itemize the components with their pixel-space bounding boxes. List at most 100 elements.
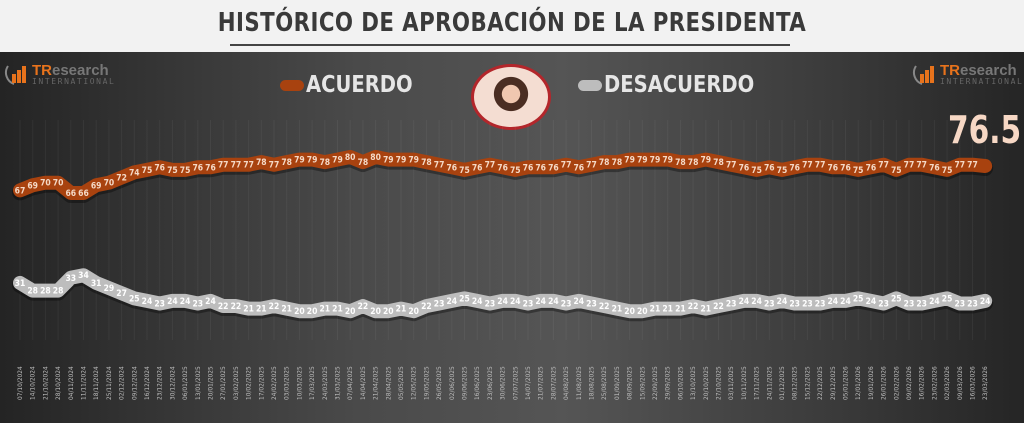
- data-label-acuerdo: 75: [510, 166, 521, 176]
- data-label-desacuerdo: 21: [319, 305, 330, 315]
- data-label-desacuerdo: 22: [688, 302, 699, 312]
- x-tick-label: 23/12/2024: [156, 366, 164, 400]
- data-label-desacuerdo: 24: [751, 297, 762, 307]
- data-label-acuerdo: 79: [332, 156, 343, 166]
- x-tick-label: 18/11/2024: [92, 366, 100, 400]
- x-tick-label: 28/07/2025: [549, 366, 557, 400]
- x-tick-label: 14/07/2025: [524, 366, 532, 400]
- data-label-desacuerdo: 23: [878, 299, 889, 309]
- data-label-desacuerdo: 25: [853, 294, 864, 304]
- data-label-acuerdo: 75: [942, 166, 953, 176]
- data-label-desacuerdo: 24: [929, 297, 940, 307]
- data-label-desacuerdo: 24: [446, 297, 457, 307]
- x-tick-label: 07/10/2024: [16, 366, 24, 400]
- data-label-desacuerdo: 28: [40, 287, 51, 297]
- data-label-acuerdo: 76: [764, 163, 775, 173]
- data-label-acuerdo: 66: [78, 189, 89, 199]
- data-label-acuerdo: 76: [154, 163, 165, 173]
- data-label-acuerdo: 79: [408, 156, 419, 166]
- x-tick-label: 18/08/2025: [588, 366, 596, 400]
- x-tick-label: 06/10/2025: [676, 366, 684, 400]
- data-label-desacuerdo: 21: [662, 305, 673, 315]
- data-label-desacuerdo: 28: [27, 287, 38, 297]
- x-tick-label: 01/09/2025: [613, 366, 621, 400]
- data-label-desacuerdo: 24: [180, 297, 191, 307]
- x-tick-label: 19/05/2025: [422, 366, 430, 400]
- data-label-desacuerdo: 34: [78, 271, 89, 281]
- data-label-acuerdo: 78: [358, 158, 369, 168]
- x-tick-label: 20/01/2025: [207, 366, 215, 400]
- x-tick-label: 22/12/2025: [816, 366, 824, 400]
- data-label-acuerdo: 77: [802, 161, 813, 171]
- data-label-desacuerdo: 25: [942, 294, 953, 304]
- data-label-acuerdo: 78: [421, 158, 432, 168]
- data-label-acuerdo: 77: [904, 161, 915, 171]
- data-label-desacuerdo: 21: [281, 305, 292, 315]
- data-label-desacuerdo: 24: [980, 297, 991, 307]
- x-tick-label: 24/03/2025: [321, 366, 329, 400]
- x-tick-label: 25/11/2024: [105, 366, 113, 400]
- x-tick-label: 28/04/2025: [384, 366, 392, 400]
- data-label-acuerdo: 76: [840, 163, 851, 173]
- x-tick-label: 05/05/2025: [397, 366, 405, 400]
- x-tick-label: 02/06/2025: [448, 366, 456, 400]
- logo-tr: TR: [32, 62, 52, 79]
- data-label-desacuerdo: 24: [827, 297, 838, 307]
- data-label-desacuerdo: 20: [370, 307, 381, 317]
- x-tick-label: 25/08/2025: [600, 366, 608, 400]
- data-label-acuerdo: 77: [243, 161, 254, 171]
- data-label-acuerdo: 77: [269, 161, 280, 171]
- x-tick-label: 07/07/2025: [511, 366, 519, 400]
- data-label-desacuerdo: 23: [586, 299, 597, 309]
- data-label-acuerdo: 76: [827, 163, 838, 173]
- data-label-acuerdo: 78: [319, 158, 330, 168]
- legend-label-desacuerdo: DESACUERDO: [604, 72, 755, 98]
- x-tick-label: 09/03/2026: [956, 366, 964, 400]
- data-label-acuerdo: 77: [954, 161, 965, 171]
- x-tick-label: 02/12/2024: [118, 366, 126, 400]
- data-label-acuerdo: 76: [205, 163, 216, 173]
- data-label-acuerdo: 76: [535, 163, 546, 173]
- data-label-acuerdo: 76: [866, 163, 877, 173]
- data-label-desacuerdo: 23: [802, 299, 813, 309]
- data-label-acuerdo: 77: [967, 161, 978, 171]
- data-label-desacuerdo: 21: [700, 305, 711, 315]
- data-label-desacuerdo: 20: [624, 307, 635, 317]
- data-label-acuerdo: 78: [599, 158, 610, 168]
- logo-tr: TR: [940, 62, 960, 79]
- x-tick-label: 15/12/2025: [803, 366, 811, 400]
- data-label-desacuerdo: 24: [205, 297, 216, 307]
- x-tick-label: 11/08/2025: [575, 366, 583, 400]
- x-tick-label: 29/12/2025: [829, 366, 837, 400]
- x-tick-label: 23/02/2026: [930, 366, 938, 400]
- data-label-acuerdo: 79: [650, 156, 661, 166]
- data-label-desacuerdo: 22: [218, 302, 229, 312]
- data-label-desacuerdo: 23: [561, 299, 572, 309]
- data-label-desacuerdo: 33: [65, 274, 76, 284]
- data-label-desacuerdo: 22: [269, 302, 280, 312]
- data-label-acuerdo: 75: [853, 166, 864, 176]
- x-tick-label: 29/09/2025: [664, 366, 672, 400]
- x-tick-label: 22/09/2025: [651, 366, 659, 400]
- data-label-acuerdo: 78: [688, 158, 699, 168]
- x-tick-label: 17/03/2025: [308, 366, 316, 400]
- data-label-acuerdo: 77: [878, 161, 889, 171]
- logo-right: TResearch INTERNATIONAL: [912, 62, 1023, 86]
- data-label-acuerdo: 78: [612, 158, 623, 168]
- last-value-label: 76.5: [948, 108, 1022, 152]
- data-label-desacuerdo: 22: [599, 302, 610, 312]
- title-bar: HISTÓRICO DE APROBACIÓN DE LA PRESIDENTA: [0, 0, 1024, 52]
- x-tick-label: 08/09/2025: [626, 366, 634, 400]
- president-photo: [471, 64, 551, 130]
- x-tick-label: 04/11/2024: [67, 366, 75, 400]
- data-label-acuerdo: 78: [256, 158, 267, 168]
- logo-research: esearch: [960, 62, 1017, 79]
- x-tick-label: 06/01/2025: [181, 366, 189, 400]
- data-label-acuerdo: 75: [142, 166, 153, 176]
- data-label-acuerdo: 79: [396, 156, 407, 166]
- data-label-acuerdo: 76: [573, 163, 584, 173]
- data-label-acuerdo: 69: [91, 181, 102, 191]
- data-label-acuerdo: 77: [586, 161, 597, 171]
- data-label-acuerdo: 75: [891, 166, 902, 176]
- data-label-acuerdo: 79: [307, 156, 318, 166]
